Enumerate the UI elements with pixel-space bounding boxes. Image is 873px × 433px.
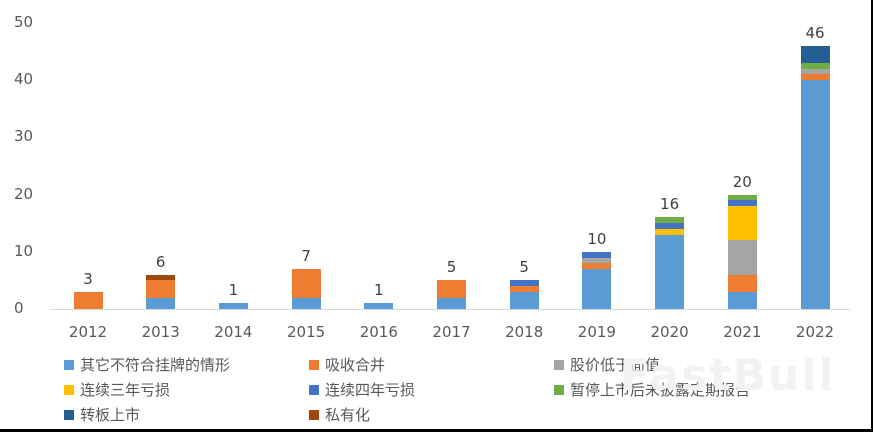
legend-item: 股价低于面值 — [554, 354, 660, 375]
bar-total-label: 5 — [446, 258, 457, 277]
stacked-bar — [364, 303, 394, 309]
y-tick-label: 10 — [14, 241, 34, 260]
bar-segment — [291, 268, 321, 298]
bar-segment — [509, 280, 539, 287]
bar-segment — [291, 297, 321, 309]
legend-swatch — [554, 359, 564, 370]
bar-segment — [800, 80, 830, 309]
bar-segment — [727, 200, 757, 207]
x-tick-label: 2018 — [505, 323, 544, 341]
legend-swatch — [309, 359, 319, 370]
bar-total-label: 3 — [83, 269, 93, 288]
x-tick-label: 2014 — [214, 323, 253, 341]
bar-total-label: 7 — [301, 246, 311, 265]
legend-item: 其它不符合挂牌的情形 — [64, 354, 230, 375]
bar-segment — [727, 206, 757, 241]
legend-item: 转板上市 — [64, 404, 140, 425]
legend-label: 连续三年亏损 — [80, 381, 171, 399]
bar-segment — [727, 194, 757, 201]
legend-label: 连续四年亏损 — [325, 381, 416, 399]
legend-item: 吸收合并 — [309, 354, 385, 375]
bar-segment — [582, 263, 612, 269]
stacked-bar — [800, 45, 830, 309]
bar-total-label: 1 — [228, 281, 239, 300]
bar-segment — [146, 297, 176, 309]
bar-segment — [727, 240, 757, 275]
bar-segment — [655, 223, 685, 229]
x-tick-label: 2015 — [287, 323, 326, 341]
stacked-bar — [509, 280, 539, 309]
stacked-bar — [146, 274, 176, 309]
legend-swatch — [309, 409, 319, 420]
bar-segment — [727, 291, 757, 309]
bar-segment — [437, 297, 466, 309]
x-tick-label: 2013 — [141, 323, 180, 341]
legend-label: 私有化 — [325, 406, 371, 424]
x-tick-label: 2020 — [650, 323, 689, 341]
bar-segment — [800, 45, 830, 64]
y-tick-label: 20 — [14, 184, 34, 203]
stacked-bar — [727, 194, 757, 309]
legend-label: 股价低于面值 — [570, 356, 661, 374]
bar-segment — [364, 303, 394, 309]
bar-segment — [727, 274, 757, 292]
bar-total-label: 46 — [805, 23, 825, 42]
legend-label: 吸收合并 — [325, 356, 386, 374]
bar-segment — [437, 280, 466, 298]
stacked-bar — [655, 217, 685, 309]
bar-total-label: 6 — [155, 252, 166, 271]
legend-label: 其它不符合挂牌的情形 — [80, 356, 231, 374]
legend-item: 连续三年亏损 — [64, 379, 170, 400]
legend-swatch — [64, 359, 74, 370]
y-tick-label: 40 — [14, 70, 34, 89]
bar-total-label: 5 — [519, 258, 529, 277]
bar-segment — [800, 63, 830, 69]
plot-area: 0 10 20 30 40 50 2012 3 2013 6 2014 1 2015 7 2016 1 2017… — [14, 13, 850, 341]
legend-swatch — [64, 384, 74, 395]
bar-segment — [655, 228, 685, 235]
legend-item: 私有化 — [309, 404, 370, 425]
bar-segment — [582, 251, 612, 258]
bar-segment — [509, 291, 539, 309]
x-axis-line — [50, 309, 850, 310]
x-tick-label: 2022 — [795, 323, 835, 341]
x-tick-label: 2012 — [68, 323, 108, 341]
legend-swatch — [554, 384, 564, 395]
x-tick-label: 2017 — [432, 323, 471, 341]
x-tick-label: 2021 — [723, 323, 762, 341]
y-tick-label: 30 — [14, 127, 34, 146]
bar-segment — [655, 217, 685, 224]
legend-label: 暂停上市后未披露定期报告 — [570, 381, 751, 399]
bar-total-label: 10 — [587, 229, 607, 248]
bar-segment — [218, 303, 248, 309]
bar-segment — [73, 291, 103, 309]
bar-segment — [582, 268, 612, 309]
bar-segment — [800, 68, 830, 75]
stacked-bar — [218, 303, 248, 309]
bar-segment — [146, 280, 176, 298]
bar-segment — [146, 274, 176, 281]
legend-item: 暂停上市后未披露定期报告 — [554, 379, 750, 400]
legend-swatch — [309, 384, 319, 395]
stacked-bar — [582, 251, 612, 309]
bar-total-label: 1 — [374, 281, 384, 300]
legend-swatch — [64, 409, 74, 420]
bar-total-label: 16 — [660, 195, 680, 214]
watermark: FastBull — [620, 350, 836, 401]
stacked-bar — [73, 291, 103, 309]
x-tick-label: 2016 — [359, 323, 398, 341]
x-tick-label: 2019 — [577, 323, 616, 341]
bar-segment — [655, 234, 685, 309]
y-tick-label: 0 — [14, 299, 24, 317]
bar-segment — [509, 286, 539, 292]
bar-segment — [800, 74, 830, 81]
y-tick-label: 50 — [14, 13, 34, 31]
legend-item: 连续四年亏损 — [309, 379, 415, 400]
stacked-bar — [291, 268, 321, 309]
legend-label: 转板上市 — [80, 406, 141, 424]
bar-segment — [582, 257, 612, 264]
bar-total-label: 20 — [732, 172, 752, 191]
stacked-bar — [437, 280, 466, 309]
